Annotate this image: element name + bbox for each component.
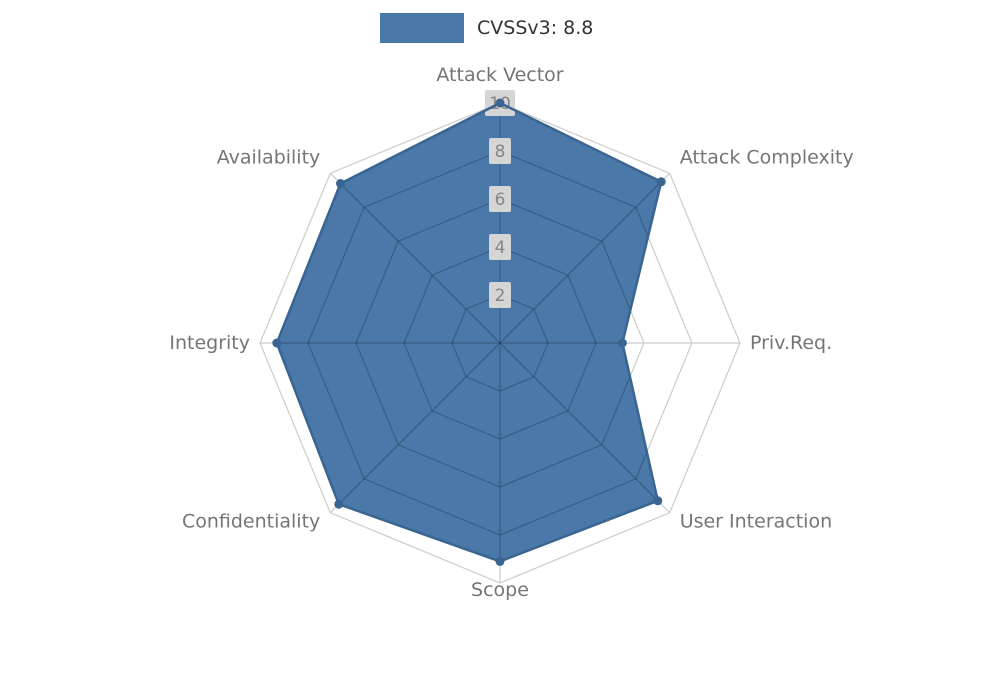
tick-label-bg	[489, 282, 511, 308]
series-point	[336, 179, 345, 188]
axis-label-user-interaction: User Interaction	[680, 511, 832, 533]
series-point	[656, 177, 666, 187]
axis-label-confidentiality: Confidentiality	[182, 511, 320, 533]
tick-label: 6	[495, 190, 506, 210]
axis-label-integrity: Integrity	[169, 332, 250, 354]
tick-label-bg	[489, 186, 511, 212]
axis-label-attack-complexity: Attack Complexity	[680, 146, 854, 168]
axis-label-scope: Scope	[471, 579, 529, 601]
tick-label: 2	[495, 286, 506, 306]
tick-label: 8	[495, 142, 506, 162]
tick-label-bg	[489, 138, 511, 164]
series-point	[617, 338, 627, 348]
axis-label-availability: Availability	[217, 146, 321, 168]
tick-label-bg	[489, 234, 511, 260]
series-point	[495, 98, 505, 108]
series-point	[272, 338, 282, 348]
series-point	[653, 496, 663, 506]
axis-label-priv-req-: Priv.Req.	[750, 332, 832, 354]
legend-label: CVSSv3: 8.8	[477, 17, 594, 39]
legend: CVSSv3: 8.8	[380, 13, 593, 43]
legend-swatch	[380, 13, 464, 43]
axis-label-attack-vector: Attack Vector	[436, 64, 563, 86]
tick-label: 4	[495, 238, 506, 258]
series-fill	[276, 103, 662, 562]
series-point	[495, 556, 505, 566]
series-point	[334, 499, 344, 509]
